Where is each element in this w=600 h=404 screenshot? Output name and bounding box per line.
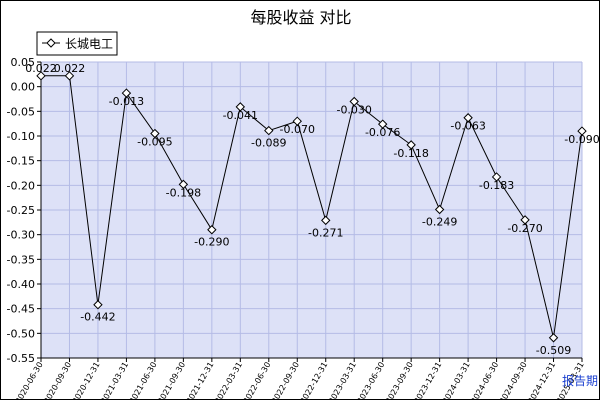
x-tick-label: 2020-12-31 [71,361,102,400]
x-tick-label: 2024-09-30 [498,361,529,400]
x-axis-title: 报告期 [562,373,598,388]
data-point-marker [207,225,217,235]
data-label: -0.271 [308,226,343,239]
data-point-marker [548,333,559,343]
data-label: -0.290 [194,236,229,249]
y-tick-label: -0.50 [7,327,35,340]
x-tick-label: 2023-06-30 [355,361,386,400]
x-tick-label: 2024-03-31 [441,360,472,399]
data-point-marker [93,300,103,310]
data-point-marker [36,71,46,81]
x-tick-label: 2022-06-30 [241,361,272,400]
data-label: -0.089 [251,137,286,150]
plot-area: 0.05 0.00 -0.05 -0.10 -0.15 -0.20 -0.25 -0.30 -0… [7,56,600,404]
data-label: 0.022 [25,62,57,75]
data-point-marker [178,179,189,190]
y-tick-label: 0.05 [11,56,36,69]
series-line [41,75,583,338]
data-point-marker [235,102,246,112]
data-label: -0.030 [336,103,371,116]
data-label: -0.118 [393,147,428,160]
x-tick-label: 2020-06-30 [14,361,45,400]
y-tick-label: -0.45 [7,303,35,316]
data-point-marker [150,128,160,139]
x-tick-label: 2024-12-31 [526,361,557,400]
data-label: -0.063 [450,120,485,133]
data-point-marker [349,96,359,107]
y-tick-label: -0.20 [7,179,35,192]
data-point-marker [406,140,416,150]
data-point-marker [577,126,587,136]
y-tick-label: -0.55 [7,352,35,365]
data-label: -0.041 [223,109,258,122]
x-tick-label: 2022-03-31 [213,361,244,400]
data-point-marker [64,71,75,81]
x-tick-label: 2023-09-30 [384,361,415,400]
x-tick-label: 2020-09-30 [42,361,73,400]
data-point-marker [520,215,530,225]
x-tick-label: 2021-03-31 [99,361,130,400]
data-label: -0.183 [479,179,514,192]
data-point-marker [264,125,274,136]
data-point-marker [377,119,388,129]
y-tick-label: -0.40 [7,278,35,291]
data-label: -0.509 [536,344,571,357]
data-point-marker [321,215,331,226]
data-label: -0.076 [365,126,400,139]
data-label: -0.070 [280,123,315,136]
data-point-marker [292,116,302,126]
y-tick-label: -0.10 [7,130,35,143]
y-tick-label: -0.25 [7,204,35,217]
legend-entry-label: 长城电工 [65,37,113,51]
data-label: -0.198 [166,186,201,199]
data-point-marker [121,88,132,98]
x-tick-label: 2022-09-30 [270,361,301,400]
y-tick-label: -0.35 [7,253,35,266]
x-tick-label: 2021-12-31 [185,361,216,400]
data-point-marker [491,172,502,182]
x-tick-label: 2022-12-31 [298,361,329,400]
y-tick-label: 0.00 [11,81,36,94]
data-label: -0.270 [507,222,542,235]
data-label: -0.090 [564,133,599,146]
x-tick-label: 2024-06-30 [469,361,500,399]
data-label: -0.013 [109,95,144,108]
data-label: -0.442 [80,311,115,324]
legend-box [36,31,118,56]
legend-diamond-swatch [46,38,56,48]
data-label: -0.249 [422,216,457,229]
data-label: 0.022 [54,62,86,75]
legend: 长城电工 [36,31,118,56]
y-tick-label: -0.05 [7,105,35,118]
chart-title: 每股收益 对比 [250,8,351,27]
y-tick-label: -0.30 [7,229,35,242]
x-tick-label: 2023-03-31 [327,361,358,400]
data-point-marker [434,204,445,215]
data-label: -0.095 [137,136,172,149]
y-tick-label: -0.15 [7,155,35,168]
x-tick-label: 2021-06-30 [128,361,159,400]
x-tick-label: 2023-12-31 [412,361,443,400]
x-tick-label: 2021-09-30 [156,361,187,400]
data-point-marker [463,113,473,123]
